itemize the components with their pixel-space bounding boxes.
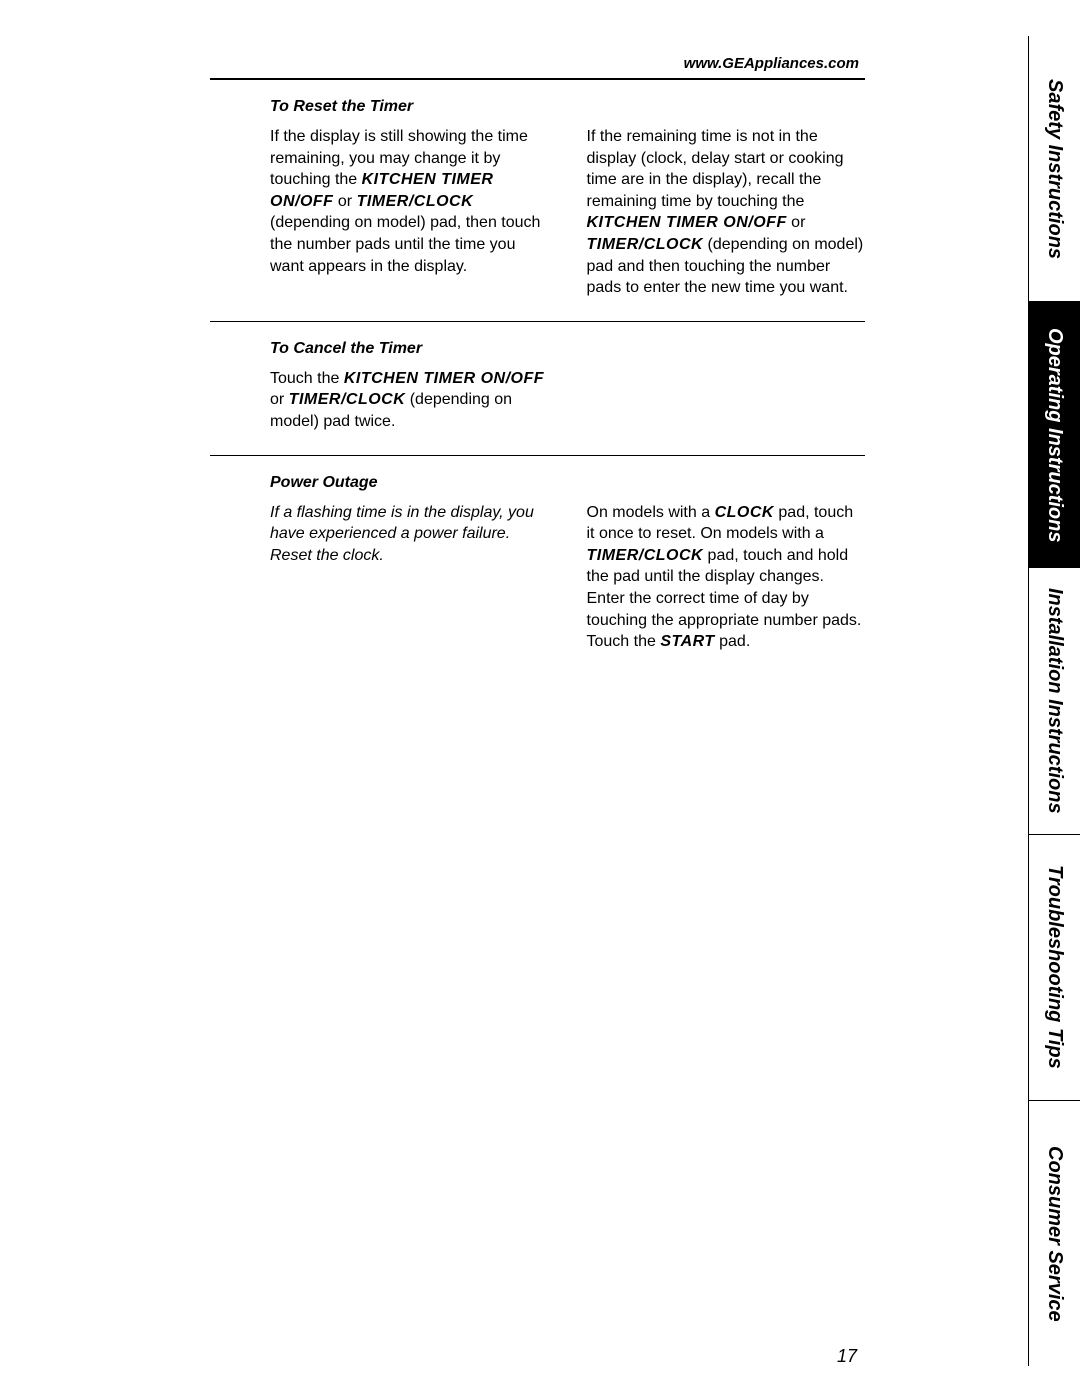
pad-label: KITCHEN TIMER ON/OFF [587, 214, 787, 231]
tab-operating-instructions[interactable]: Operating Instructions [1028, 301, 1080, 567]
two-column-layout: Touch the KITCHEN TIMER ON/OFF or TIMER/… [270, 368, 865, 433]
body-text: On models with a [587, 504, 715, 521]
tab-installation-instructions[interactable]: Installation Instructions [1028, 567, 1080, 833]
header-url: www.GEAppliances.com [210, 55, 865, 72]
pad-label: TIMER/CLOCK [289, 391, 406, 408]
column-right: If the remaining time is not in the disp… [587, 126, 866, 299]
manual-page: www.GEAppliances.com To Reset the Timer … [0, 0, 935, 1397]
body-text: Touch the [270, 370, 344, 387]
section-power-outage: Power Outage If a flashing time is in th… [210, 456, 865, 675]
body-text: (depending on model) pad, then touch the… [270, 214, 540, 274]
body-text: If the remaining time is not in the disp… [587, 128, 844, 210]
section-tabs-sidebar: Safety Instructions Operating Instructio… [1028, 36, 1080, 1366]
body-text: or [787, 214, 806, 231]
body-text: or [270, 391, 289, 408]
column-right [587, 368, 866, 433]
body-text: pad. [715, 633, 751, 650]
pad-label: TIMER/CLOCK [587, 547, 704, 564]
pad-label: START [660, 633, 714, 650]
tab-safety-instructions[interactable]: Safety Instructions [1028, 36, 1080, 301]
two-column-layout: If a flashing time is in the display, yo… [270, 502, 865, 653]
column-left: If a flashing time is in the display, yo… [270, 502, 549, 653]
body-text: or [333, 193, 356, 210]
section-heading: To Cancel the Timer [270, 340, 865, 358]
pad-label: TIMER/CLOCK [357, 193, 474, 210]
pad-label: CLOCK [715, 504, 774, 521]
column-left: If the display is still showing the time… [270, 126, 549, 299]
page-number: 17 [837, 1346, 857, 1367]
pad-label: KITCHEN TIMER ON/OFF [344, 370, 544, 387]
tab-consumer-service[interactable]: Consumer Service [1028, 1100, 1080, 1366]
section-reset-timer: To Reset the Timer If the display is sti… [210, 80, 865, 321]
section-heading: Power Outage [270, 474, 865, 492]
column-left: Touch the KITCHEN TIMER ON/OFF or TIMER/… [270, 368, 549, 433]
tab-troubleshooting-tips[interactable]: Troubleshooting Tips [1028, 834, 1080, 1100]
body-text-italic: If a flashing time is in the display, yo… [270, 504, 534, 564]
section-heading: To Reset the Timer [270, 98, 865, 116]
column-right: On models with a CLOCK pad, touch it onc… [587, 502, 866, 653]
section-cancel-timer: To Cancel the Timer Touch the KITCHEN TI… [210, 322, 865, 455]
two-column-layout: If the display is still showing the time… [270, 126, 865, 299]
pad-label: TIMER/CLOCK [587, 236, 704, 253]
